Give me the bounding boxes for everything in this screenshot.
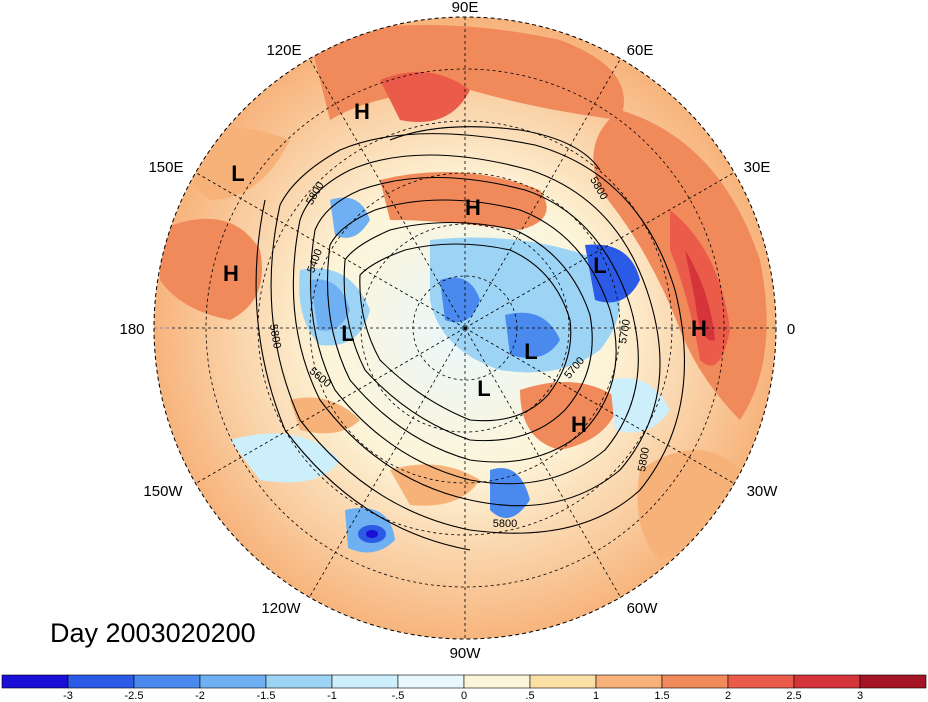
colorbar-tick-label: 2.5 xyxy=(786,690,801,702)
low-pressure-marker: L xyxy=(593,253,606,278)
lon-label-60w: 60W xyxy=(627,600,659,617)
colorbar-tick-label: 1 xyxy=(593,690,599,702)
contour-label: 5800 xyxy=(493,518,517,530)
colorbar-swatch xyxy=(529,674,597,689)
colorbar-tick-label: -1.5 xyxy=(257,690,276,702)
contour-label: 5800 xyxy=(636,446,652,472)
colorbar-swatch xyxy=(859,674,927,689)
colorbar-swatch xyxy=(133,674,201,689)
colorbar-tick-label: .5 xyxy=(525,690,534,702)
colorbar-swatch xyxy=(1,674,69,689)
colorbar-swatch xyxy=(397,674,465,689)
map-boundary xyxy=(153,16,777,640)
colorbar-tick-label: 0 xyxy=(461,690,467,702)
colorbar-swatch xyxy=(793,674,861,689)
lon-label-90e: 90E xyxy=(452,0,479,16)
colorbar-tick-label: -3 xyxy=(63,690,73,702)
contour-label: 5800 xyxy=(267,323,283,349)
lon-label-90w: 90W xyxy=(450,645,482,662)
high-pressure-marker: H xyxy=(691,316,707,341)
height-contours xyxy=(255,126,685,551)
low-pressure-marker: L xyxy=(231,161,244,186)
longitude-labels: 90E 60E 30E 0 30W 60W 90W 120W 150W 180 … xyxy=(119,0,795,662)
colorbar-swatch xyxy=(265,674,333,689)
contour-label: 5700 xyxy=(617,318,633,344)
lon-label-180: 180 xyxy=(119,321,144,338)
lon-label-0: 0 xyxy=(787,321,795,338)
colorbar-swatch xyxy=(463,674,531,689)
colorbar-swatch xyxy=(331,674,399,689)
high-pressure-marker: H xyxy=(354,99,370,124)
lon-label-150w: 150W xyxy=(143,483,183,500)
colorbar-tick-label: -2.5 xyxy=(125,690,144,702)
meridians xyxy=(154,17,776,639)
colorbar-tick-label: -1 xyxy=(327,690,337,702)
lon-label-30e: 30E xyxy=(744,159,771,176)
lon-label-150e: 150E xyxy=(148,159,183,176)
colorbar: -3 -2.5 -2 -1.5 -1 -.5 0 .5 1 1.5 2 2.5 3 xyxy=(1,674,927,702)
colorbar-swatch xyxy=(67,674,135,689)
colorbar-swatch xyxy=(199,674,267,689)
colorbar-tick-label: 1.5 xyxy=(654,690,669,702)
high-pressure-marker: H xyxy=(223,261,239,286)
colorbar-tick-label: -.5 xyxy=(392,690,405,702)
lon-label-30w: 30W xyxy=(747,483,779,500)
lon-label-120w: 120W xyxy=(261,600,301,617)
colorbar-swatch xyxy=(661,674,729,689)
colorbar-swatch xyxy=(595,674,663,689)
colorbar-tick-label: -2 xyxy=(195,690,205,702)
low-pressure-marker: L xyxy=(477,376,490,401)
low-pressure-marker: L xyxy=(341,321,354,346)
colorbar-swatch xyxy=(727,674,795,689)
colorbar-tick-label: 3 xyxy=(857,690,863,702)
map-title: Day 2003020200 xyxy=(50,618,256,648)
lon-label-120e: 120E xyxy=(266,42,301,59)
high-pressure-marker: H xyxy=(465,195,481,220)
colorbar-tick-label: 2 xyxy=(725,690,731,702)
lon-label-60e: 60E xyxy=(627,42,654,59)
high-pressure-marker: H xyxy=(571,412,587,437)
pressure-system-markers: H L H H L L L L H H xyxy=(223,99,707,437)
low-pressure-marker: L xyxy=(524,339,537,364)
